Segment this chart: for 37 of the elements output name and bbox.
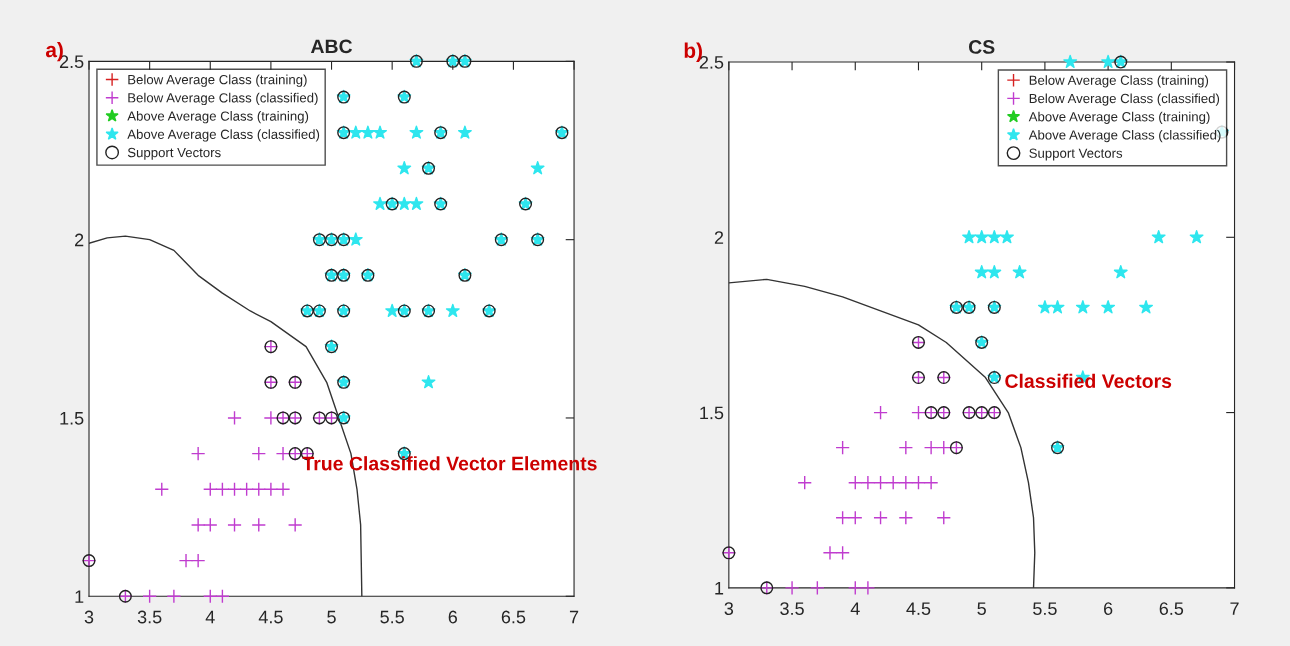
x-tick-label: 6 <box>1104 602 1113 616</box>
x-tick-label: 6 <box>448 610 458 624</box>
y-tick-label: 2 <box>714 231 724 244</box>
y-tick-label: 1 <box>75 590 84 603</box>
legend-label: Below Average Class (classified) <box>1029 93 1220 106</box>
y-tick-label: 1.5 <box>60 412 84 425</box>
legend-label: Above Average Class (classified) <box>1028 129 1221 143</box>
annotation: Classified Vectors <box>1005 373 1172 388</box>
x-tick-label: 5.5 <box>1033 602 1057 616</box>
x-tick-label: 4 <box>205 610 215 624</box>
legend-label: Above Average Class (training) <box>127 111 309 124</box>
x-tick-label: 7 <box>1230 602 1239 615</box>
x-tick-label: 3.5 <box>780 602 804 616</box>
x-tick-label: 3.5 <box>137 610 162 624</box>
y-tick-label: 1 <box>715 581 724 595</box>
chart-title: CS <box>968 40 995 54</box>
x-tick-label: 4 <box>850 602 860 615</box>
x-tick-label: 7 <box>569 610 579 624</box>
x-tick-label: 4.5 <box>258 610 283 624</box>
legend-label: Support Vectors <box>127 147 221 160</box>
y-tick-label: 2 <box>75 233 84 247</box>
x-tick-label: 3 <box>724 602 734 616</box>
legend-label: Below Average Class (classified) <box>128 92 318 106</box>
x-tick-label: 3 <box>84 610 94 624</box>
legend-label: Below Average Class (training) <box>1029 75 1209 88</box>
x-tick-label: 5 <box>327 610 336 624</box>
x-tick-label: 5.5 <box>380 610 404 624</box>
legend-label: Below Average Class (training) <box>128 74 307 87</box>
x-tick-label: 6.5 <box>501 610 526 624</box>
x-tick-label: 6.5 <box>1159 602 1184 616</box>
x-tick-label: 5 <box>977 602 986 616</box>
legend-label: Above Average Class (training) <box>1028 111 1210 124</box>
y-tick-label: 1.5 <box>700 406 724 420</box>
chart-title: ABC <box>310 39 353 54</box>
x-tick-label: 4.5 <box>906 602 931 616</box>
legend-label: Support Vectors <box>1029 148 1123 161</box>
legend-label: Above Average Class (classified) <box>127 129 320 142</box>
